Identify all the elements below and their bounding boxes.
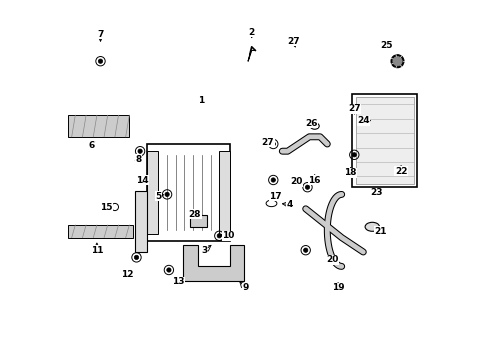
- Text: 8: 8: [135, 155, 141, 163]
- Text: 9: 9: [242, 284, 248, 292]
- Circle shape: [303, 248, 307, 252]
- Text: 21: 21: [374, 227, 386, 236]
- Text: 1: 1: [198, 96, 204, 105]
- Bar: [219, 151, 230, 234]
- Text: 16: 16: [308, 176, 320, 185]
- Text: 17: 17: [268, 192, 281, 201]
- Bar: [147, 144, 230, 241]
- Text: 25: 25: [380, 41, 392, 50]
- Circle shape: [217, 234, 221, 238]
- Circle shape: [351, 153, 356, 157]
- Circle shape: [392, 57, 401, 66]
- Bar: [352, 94, 416, 187]
- Text: 2: 2: [248, 28, 254, 37]
- Text: 12: 12: [121, 270, 134, 279]
- Text: 14: 14: [135, 176, 148, 185]
- Text: 27: 27: [347, 104, 360, 113]
- Bar: [68, 225, 133, 238]
- Bar: [190, 215, 206, 227]
- Text: 26: 26: [304, 119, 317, 128]
- Text: 28: 28: [188, 210, 201, 219]
- Text: 27: 27: [286, 37, 299, 46]
- Circle shape: [166, 268, 171, 272]
- Circle shape: [305, 185, 309, 189]
- Circle shape: [390, 55, 403, 68]
- Text: 4: 4: [286, 200, 292, 209]
- Circle shape: [164, 192, 169, 197]
- Ellipse shape: [365, 222, 379, 231]
- Text: 6: 6: [88, 141, 95, 150]
- Bar: [355, 97, 413, 184]
- Circle shape: [270, 142, 275, 146]
- Text: 19: 19: [331, 284, 344, 292]
- Text: 5: 5: [155, 192, 162, 201]
- Circle shape: [134, 255, 139, 260]
- Circle shape: [270, 178, 275, 182]
- Text: 22: 22: [394, 166, 407, 176]
- Text: 23: 23: [370, 188, 383, 197]
- Text: 27: 27: [261, 138, 274, 147]
- Text: 20: 20: [326, 256, 338, 264]
- Text: 7: 7: [97, 30, 103, 39]
- Text: 11: 11: [90, 246, 103, 255]
- Text: 20: 20: [290, 177, 302, 186]
- Text: 24: 24: [357, 116, 369, 125]
- Circle shape: [98, 59, 102, 63]
- Polygon shape: [183, 245, 244, 281]
- Text: 10: 10: [222, 231, 234, 240]
- Circle shape: [138, 149, 142, 153]
- Text: 15: 15: [100, 202, 112, 212]
- Bar: [134, 191, 147, 252]
- Text: 13: 13: [171, 277, 184, 286]
- Text: 3: 3: [202, 246, 207, 255]
- Bar: [147, 151, 158, 234]
- Bar: [68, 115, 129, 137]
- Text: 18: 18: [344, 168, 356, 177]
